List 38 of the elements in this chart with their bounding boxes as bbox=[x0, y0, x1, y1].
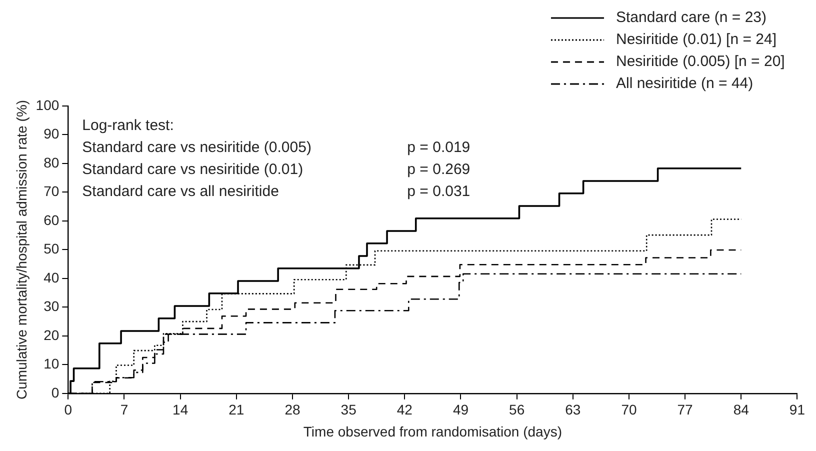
legend-label: Nesiritide (0.005) [n = 20] bbox=[616, 53, 785, 70]
legend-label: Nesiritide (0.01) [n = 24] bbox=[616, 31, 776, 48]
y-tick-label: 60 bbox=[44, 212, 60, 228]
x-tick-label: 91 bbox=[789, 402, 806, 418]
x-tick-label: 70 bbox=[621, 402, 637, 418]
y-tick-label: 30 bbox=[44, 298, 60, 314]
y-tick-label: 70 bbox=[44, 183, 60, 200]
x-tick-label: 63 bbox=[565, 402, 581, 418]
y-tick-label: 10 bbox=[44, 356, 60, 372]
legend-label: Standard care (n = 23) bbox=[616, 9, 767, 26]
annotation: p = 0.019 bbox=[407, 139, 470, 156]
x-tick-label: 42 bbox=[396, 402, 413, 418]
annotation: Log-rank test: bbox=[82, 117, 174, 134]
y-tick-label: 100 bbox=[36, 96, 60, 113]
x-tick-label: 56 bbox=[509, 402, 525, 418]
y-tick-label: 80 bbox=[44, 154, 60, 170]
x-axis-title: Time observed from randomisation (days) bbox=[303, 423, 562, 440]
x-tick-label: 84 bbox=[733, 402, 750, 418]
x-tick-label: 0 bbox=[64, 402, 72, 418]
x-tick-label: 35 bbox=[340, 402, 357, 418]
annotation: p = 0.269 bbox=[407, 161, 470, 178]
x-tick-label: 49 bbox=[452, 402, 469, 418]
y-tick-label: 40 bbox=[44, 269, 60, 286]
y-tick-label: 50 bbox=[44, 240, 60, 257]
x-tick-label: 28 bbox=[284, 402, 300, 418]
y-axis-title: Cumulative mortality/hospital admission rate (%) bbox=[13, 100, 30, 400]
annotation: Standard care vs all nesiritide bbox=[82, 183, 279, 200]
x-tick-label: 14 bbox=[172, 402, 188, 418]
annotation: p = 0.031 bbox=[407, 183, 470, 200]
x-tick-label: 7 bbox=[120, 402, 128, 418]
y-tick-label: 90 bbox=[44, 126, 60, 142]
y-tick-label: 0 bbox=[51, 384, 60, 400]
x-tick-label: 21 bbox=[228, 402, 244, 418]
y-tick-label: 20 bbox=[44, 326, 60, 343]
x-tick-label: 77 bbox=[677, 402, 694, 418]
annotation: Standard care vs nesiritide (0.01) bbox=[82, 161, 304, 178]
annotation: Standard care vs nesiritide (0.005) bbox=[82, 139, 312, 156]
legend-label: All nesiritide (n = 44) bbox=[616, 75, 754, 92]
